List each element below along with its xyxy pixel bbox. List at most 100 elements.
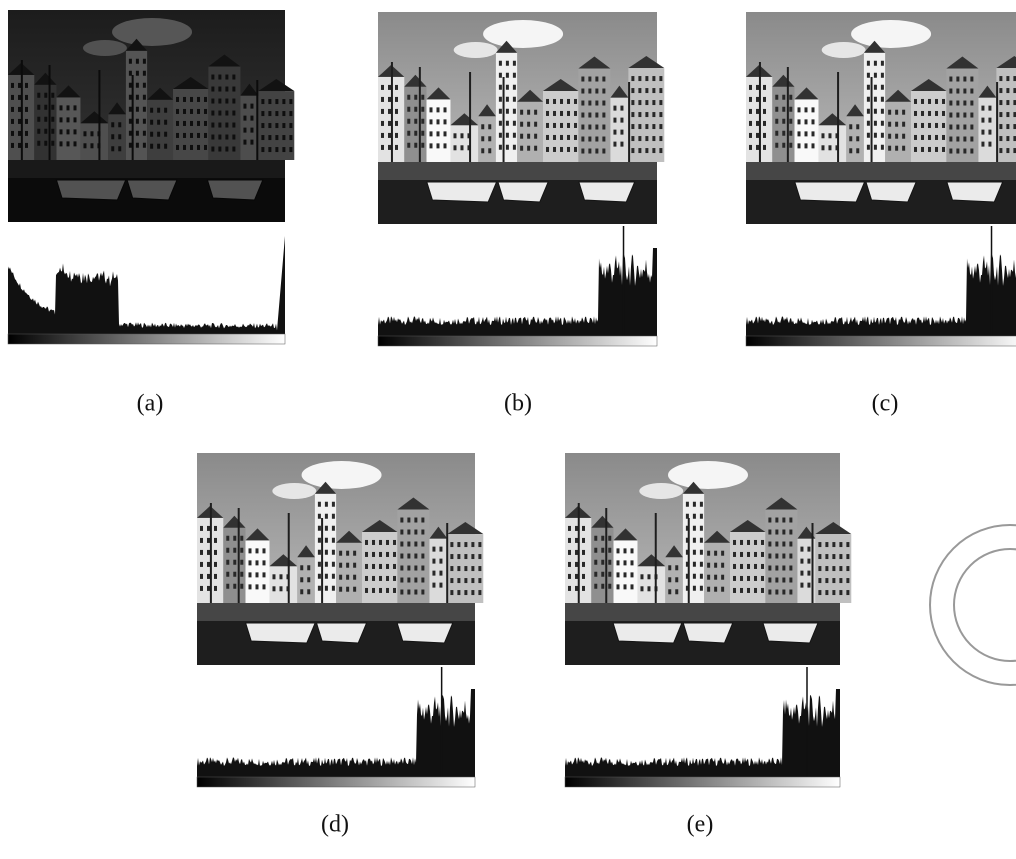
window [282, 111, 285, 116]
window [594, 584, 597, 589]
window [481, 148, 484, 153]
window [325, 562, 328, 567]
window [233, 548, 236, 553]
window [393, 564, 396, 569]
window [789, 107, 792, 112]
window [400, 554, 403, 559]
window [365, 540, 368, 545]
window [164, 144, 167, 149]
window [386, 588, 389, 593]
window [800, 547, 803, 552]
window [754, 540, 757, 545]
window [11, 107, 14, 112]
window [332, 502, 335, 507]
window [647, 586, 650, 591]
window [211, 135, 214, 140]
window [414, 107, 417, 112]
window [782, 542, 785, 547]
window [249, 548, 252, 553]
window [849, 124, 852, 129]
window [200, 550, 203, 555]
window [839, 590, 842, 595]
quay [378, 162, 657, 180]
window [157, 108, 160, 113]
window [11, 95, 14, 100]
window [232, 75, 235, 80]
window [318, 538, 321, 543]
window [268, 123, 271, 128]
window [675, 565, 678, 570]
window [450, 590, 453, 595]
window [11, 131, 14, 136]
window [263, 548, 266, 553]
window [279, 586, 282, 591]
window [437, 107, 440, 112]
window [560, 111, 563, 116]
boat [498, 182, 548, 202]
window [874, 85, 877, 90]
window [506, 145, 509, 150]
window [805, 119, 808, 124]
window [157, 144, 160, 149]
window [970, 125, 973, 130]
window [437, 143, 440, 148]
window [733, 552, 736, 557]
window [282, 135, 285, 140]
window [582, 586, 585, 591]
window [747, 552, 750, 557]
window [849, 148, 852, 153]
window [143, 131, 146, 136]
window [652, 136, 655, 141]
window [395, 97, 398, 102]
window [846, 578, 849, 583]
window [546, 123, 549, 128]
window [963, 89, 966, 94]
window [988, 118, 991, 123]
window [18, 95, 21, 100]
cloud [112, 18, 192, 46]
figure-canvas: (a)(b)(c)(d)(e) [0, 0, 1016, 859]
panel-label: (e) [687, 812, 714, 838]
window [261, 135, 264, 140]
window [756, 97, 759, 102]
window [874, 133, 877, 138]
window [240, 536, 243, 541]
window [747, 540, 750, 545]
window [789, 578, 792, 583]
window [250, 104, 253, 109]
boat [397, 623, 453, 643]
window [914, 135, 917, 140]
cloud [483, 20, 563, 48]
window [568, 586, 571, 591]
window [782, 95, 785, 100]
window [129, 95, 132, 100]
window [513, 133, 516, 138]
window [775, 518, 778, 523]
window [949, 125, 952, 130]
window [353, 563, 356, 568]
window [325, 574, 328, 579]
window [647, 574, 650, 579]
window [488, 136, 491, 141]
building [450, 125, 478, 162]
window [1006, 148, 1009, 153]
window [207, 562, 210, 567]
boat [207, 180, 262, 200]
cloud [851, 20, 931, 48]
window [471, 566, 474, 571]
window [700, 562, 703, 567]
window [921, 99, 924, 104]
panel: (a) [8, 10, 294, 417]
window [129, 83, 132, 88]
window [631, 136, 634, 141]
window [789, 518, 792, 523]
window [25, 95, 28, 100]
window [921, 135, 924, 140]
window [645, 112, 648, 117]
window [263, 572, 266, 577]
window [18, 83, 21, 88]
window [999, 136, 1002, 141]
window [256, 560, 259, 565]
window [867, 97, 870, 102]
window [567, 147, 570, 152]
